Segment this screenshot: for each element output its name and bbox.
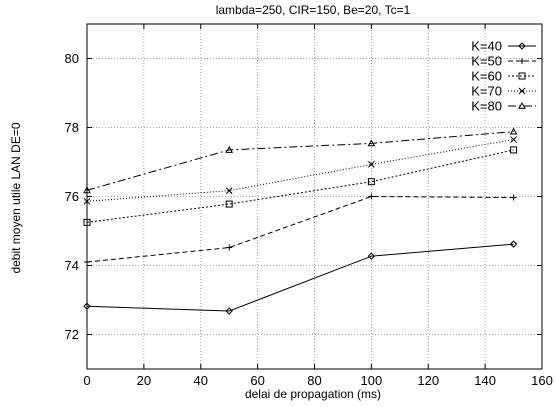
legend-label: K=80 (471, 99, 502, 114)
series-group (83, 127, 518, 315)
x-tick-label: 120 (417, 373, 439, 388)
data-point (510, 146, 518, 154)
x-tick-label: 20 (137, 373, 151, 388)
x-tick-label: 100 (361, 373, 383, 388)
series-k-70 (83, 136, 517, 205)
series-k-40 (83, 240, 518, 315)
x-tick-label: 160 (531, 373, 553, 388)
data-point (225, 200, 233, 208)
data-point (225, 187, 233, 194)
x-tick-label: 80 (307, 373, 321, 388)
y-tick-label: 74 (65, 258, 79, 273)
legend-label: K=40 (471, 39, 502, 54)
series-k-60 (83, 146, 518, 226)
data-point (509, 127, 518, 135)
series-line (86, 243, 514, 312)
data-point (509, 240, 518, 248)
series-line (86, 139, 514, 202)
legend: K=40K=50K=60K=70K=80 (471, 39, 536, 114)
data-point (510, 194, 517, 201)
data-point (368, 161, 375, 168)
data-point (367, 252, 376, 260)
data-point (367, 139, 376, 147)
data-point (225, 145, 234, 153)
axis-ticks: 0 20 40 60 80 100 120 140 160 72 74 76 78 80 (65, 24, 553, 388)
data-point (368, 193, 375, 200)
data-point (367, 178, 375, 186)
data-point (226, 244, 233, 251)
grid-lines (87, 24, 542, 369)
data-point (225, 307, 233, 315)
legend-marker (518, 87, 526, 95)
chart-title: lambda=250, CIR=150, Be=20, Tc=1 (216, 3, 411, 17)
series-k-80 (83, 127, 518, 194)
x-tick-label: 40 (194, 373, 208, 388)
y-tick-label: 78 (65, 120, 79, 135)
series-line (86, 131, 514, 191)
x-tick-label: 0 (83, 373, 90, 388)
x-tick-label: 60 (250, 373, 264, 388)
x-tick-label: 140 (474, 373, 496, 388)
data-point (510, 136, 517, 143)
series-line (86, 195, 514, 263)
legend-label: K=70 (471, 84, 502, 99)
y-tick-label: 76 (65, 189, 79, 204)
legend-marker (518, 72, 526, 80)
legend-marker (519, 58, 525, 64)
legend-label: K=50 (471, 54, 502, 69)
series-k-50 (84, 193, 517, 266)
y-tick-label: 72 (65, 327, 79, 342)
plot-frame (86, 23, 543, 370)
y-axis-label: debit moyen utile LAN DE=0 (9, 122, 23, 273)
y-tick-label: 80 (65, 51, 79, 66)
legend-marker (518, 101, 526, 109)
x-axis-label: delai de propagation (ms) (245, 387, 381, 401)
series-line (86, 149, 514, 223)
legend-label: K=60 (471, 69, 502, 84)
legend-marker (518, 42, 526, 50)
